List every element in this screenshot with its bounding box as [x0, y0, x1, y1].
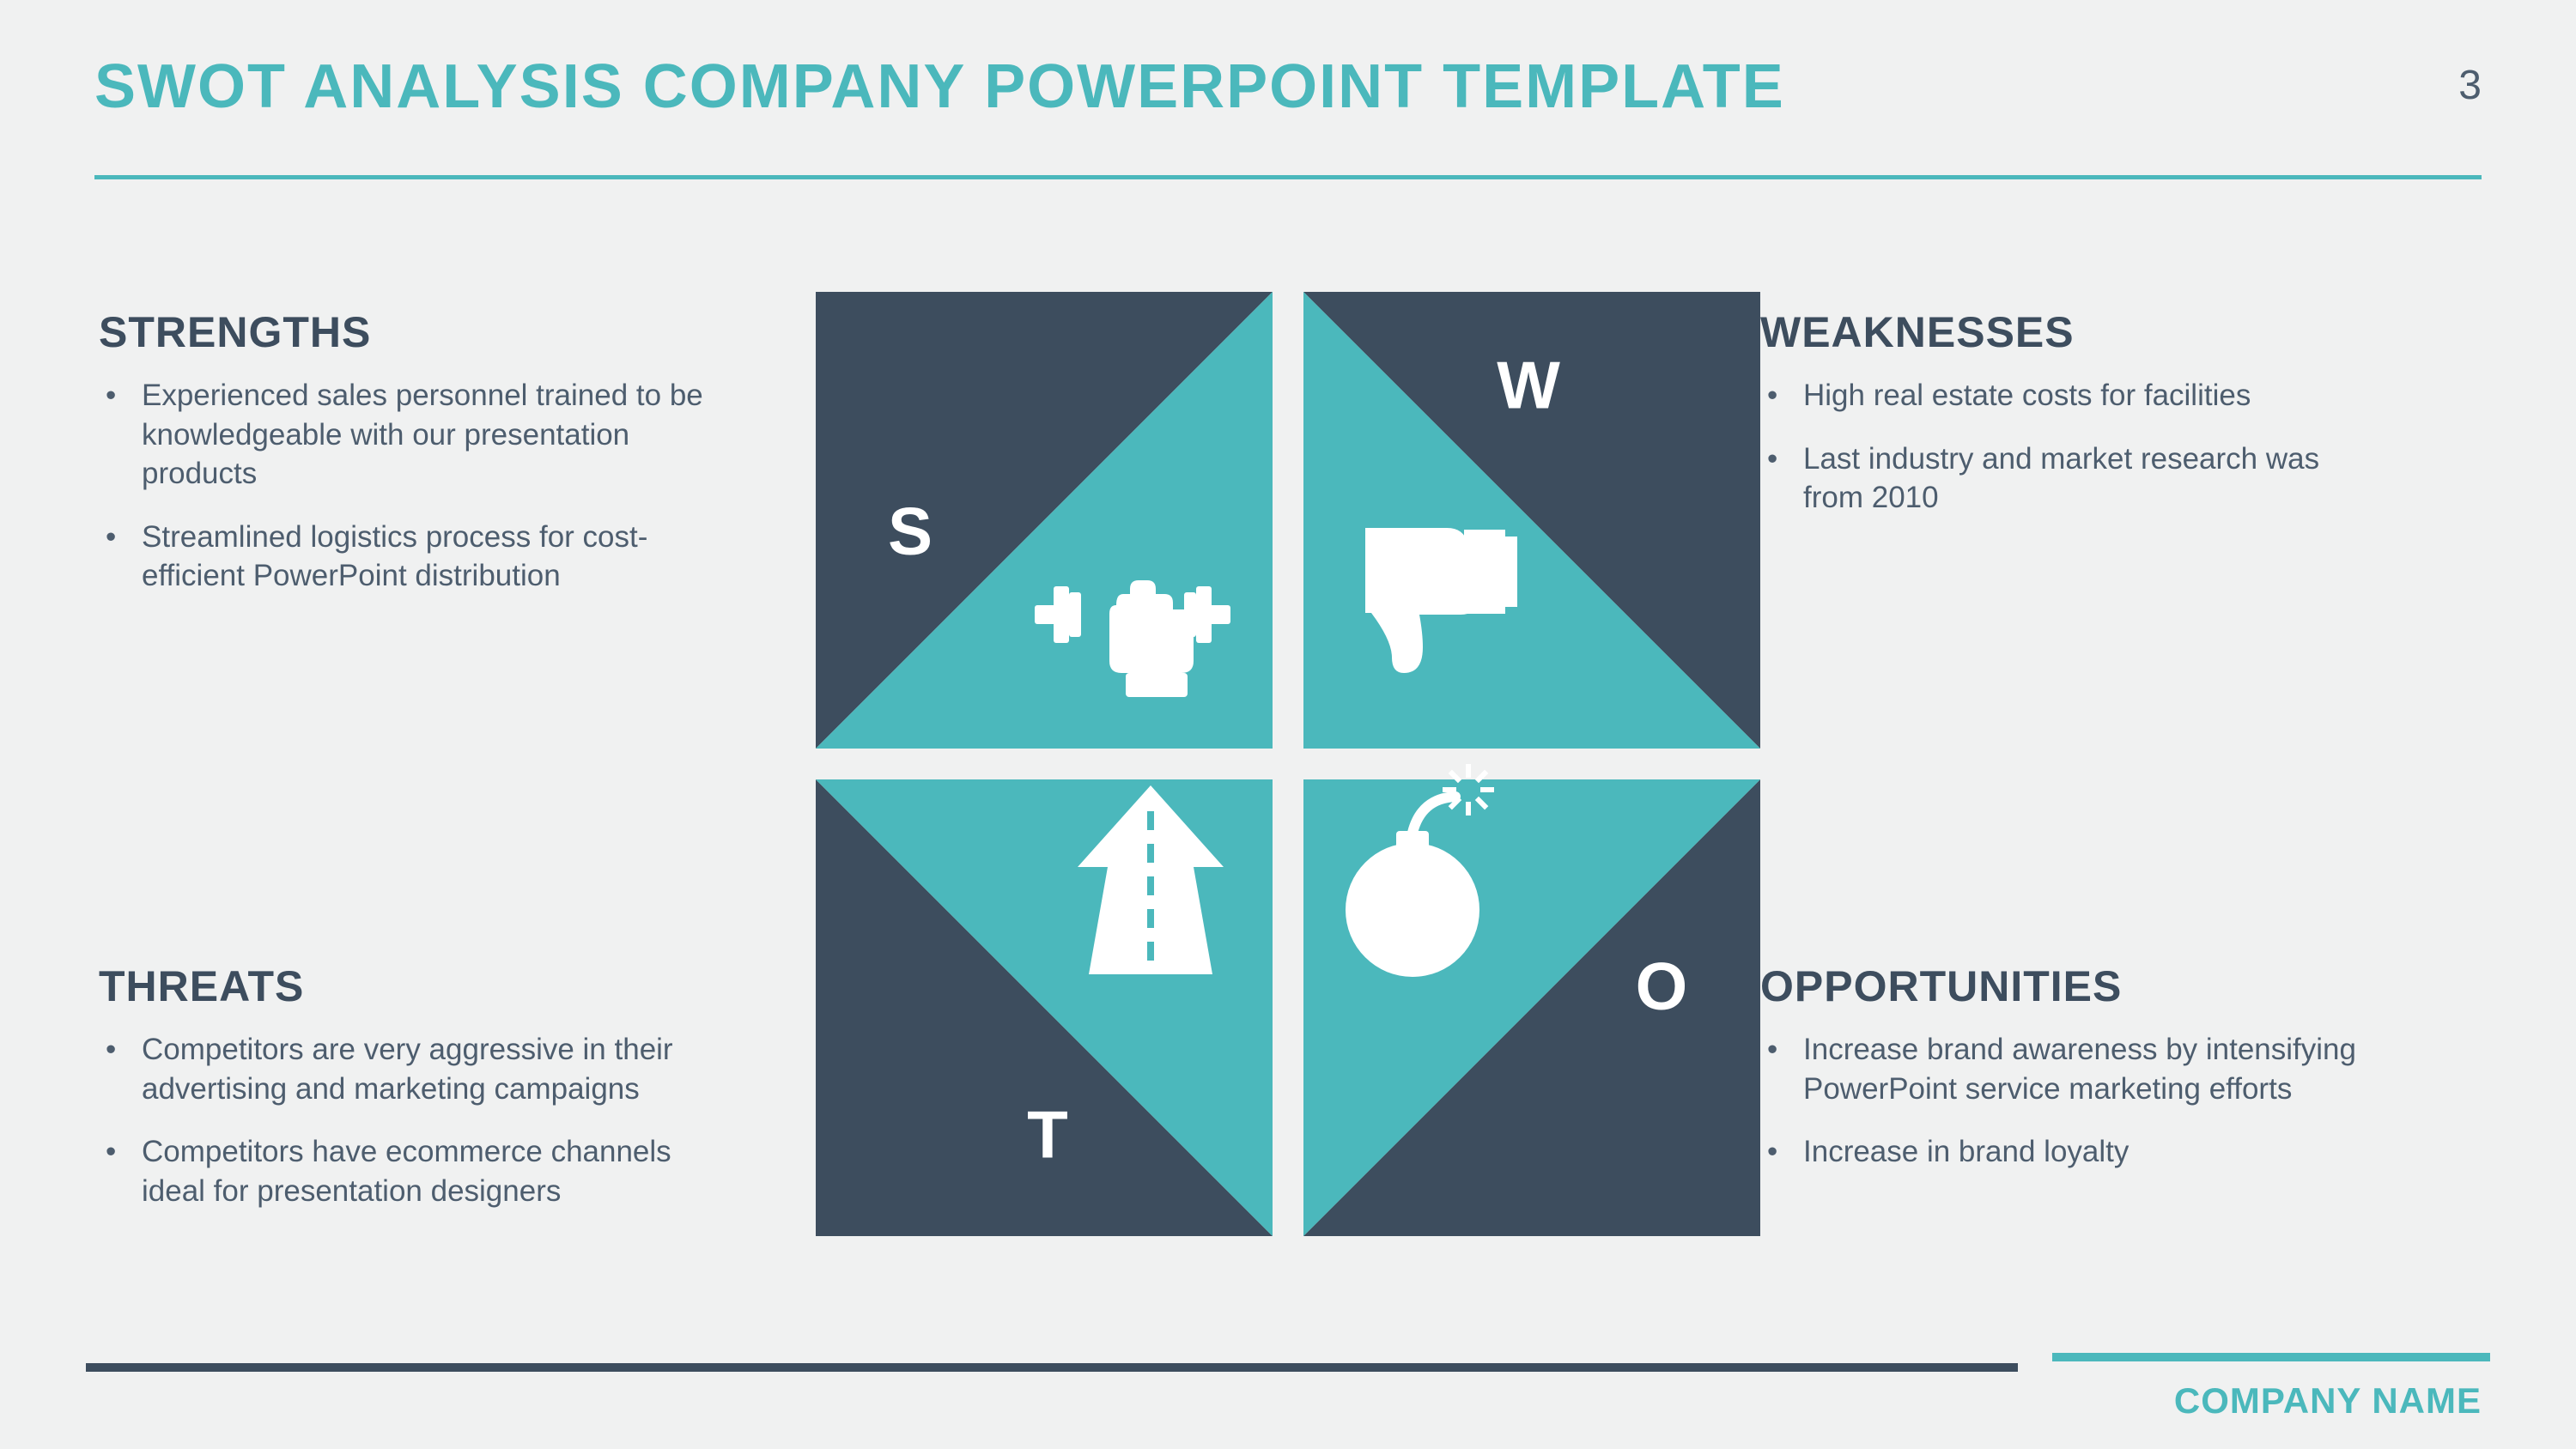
- list-item: Competitors have ecommerce channels idea…: [99, 1132, 717, 1210]
- opportunities-heading: OPPORTUNITIES: [1760, 961, 2379, 1011]
- strengths-list: Experienced sales personnel trained to b…: [99, 376, 717, 596]
- footer-company: COMPANY NAME: [2174, 1380, 2482, 1422]
- threats-heading: THREATS: [99, 961, 717, 1011]
- opportunities-list: Increase brand awareness by intensifying…: [1760, 1030, 2379, 1172]
- opportunities-block: OPPORTUNITIES Increase brand awareness b…: [1760, 961, 2379, 1196]
- threats-list: Competitors are very aggressive in their…: [99, 1030, 717, 1210]
- letter-w: W: [1497, 348, 1560, 423]
- strengths-block: STRENGTHS Experienced sales personnel tr…: [99, 307, 717, 620]
- list-item: Last industry and market research was fr…: [1760, 440, 2379, 518]
- threats-block: THREATS Competitors are very aggressive …: [99, 961, 717, 1234]
- letter-o: O: [1636, 949, 1688, 1024]
- list-item: High real estate costs for facilities: [1760, 376, 2379, 415]
- list-item: Streamlined logistics process for cost-e…: [99, 518, 717, 596]
- list-item: Increase in brand loyalty: [1760, 1132, 2379, 1172]
- letter-t: T: [1027, 1097, 1068, 1173]
- letter-s: S: [888, 494, 933, 569]
- swot-pinwheel: S W O T: [816, 292, 1760, 1236]
- header-rule: [94, 175, 2482, 179]
- page-number: 3: [2458, 62, 2482, 109]
- weaknesses-block: WEAKNESSES High real estate costs for fa…: [1760, 307, 2379, 542]
- footer-rule-dark: [86, 1363, 2018, 1372]
- weaknesses-heading: WEAKNESSES: [1760, 307, 2379, 357]
- slide-title: SWOT ANALYSIS COMPANY POWERPOINT TEMPLAT…: [94, 52, 2482, 122]
- list-item: Increase brand awareness by intensifying…: [1760, 1030, 2379, 1108]
- list-item: Competitors are very aggressive in their…: [99, 1030, 717, 1108]
- weaknesses-list: High real estate costs for facilities Las…: [1760, 376, 2379, 518]
- pinwheel-svg: S W O T: [816, 292, 1760, 1236]
- strengths-heading: STRENGTHS: [99, 307, 717, 357]
- footer-rule-teal: [2052, 1353, 2490, 1361]
- list-item: Experienced sales personnel trained to b…: [99, 376, 717, 494]
- slide-header: SWOT ANALYSIS COMPANY POWERPOINT TEMPLAT…: [94, 52, 2482, 122]
